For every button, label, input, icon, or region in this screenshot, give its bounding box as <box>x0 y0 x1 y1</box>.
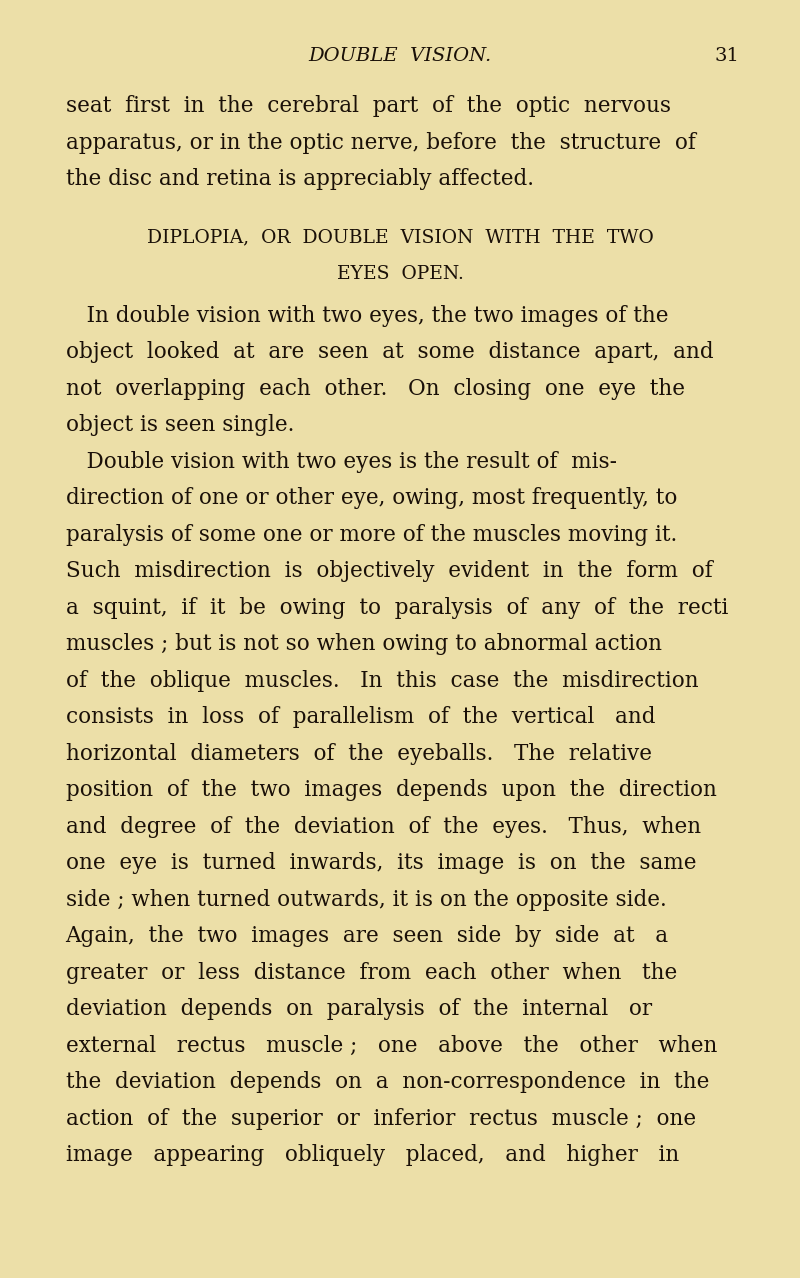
Text: external   rectus   muscle ;   one   above   the   other   when: external rectus muscle ; one above the o… <box>66 1035 717 1057</box>
Text: object  looked  at  are  seen  at  some  distance  apart,  and: object looked at are seen at some distan… <box>66 341 714 363</box>
Text: seat  first  in  the  cerebral  part  of  the  optic  nervous: seat first in the cerebral part of the o… <box>66 95 670 118</box>
Text: consists  in  loss  of  parallelism  of  the  vertical   and: consists in loss of parallelism of the v… <box>66 707 655 728</box>
Text: the disc and retina is appreciably affected.: the disc and retina is appreciably affec… <box>66 167 534 190</box>
Text: horizontal  diameters  of  the  eyeballs.   The  relative: horizontal diameters of the eyeballs. Th… <box>66 743 651 764</box>
Text: deviation  depends  on  paralysis  of  the  internal   or: deviation depends on paralysis of the in… <box>66 998 652 1020</box>
Text: DIPLOPIA,  OR  DOUBLE  VISION  WITH  THE  TWO: DIPLOPIA, OR DOUBLE VISION WITH THE TWO <box>146 229 654 247</box>
Text: direction of one or other eye, owing, most frequently, to: direction of one or other eye, owing, mo… <box>66 487 677 510</box>
Text: and  degree  of  the  deviation  of  the  eyes.   Thus,  when: and degree of the deviation of the eyes.… <box>66 815 701 838</box>
Text: image   appearing   obliquely   placed,   and   higher   in: image appearing obliquely placed, and hi… <box>66 1144 679 1167</box>
Text: one  eye  is  turned  inwards,  its  image  is  on  the  same: one eye is turned inwards, its image is … <box>66 852 696 874</box>
Text: not  overlapping  each  other.   On  closing  one  eye  the: not overlapping each other. On closing o… <box>66 378 685 400</box>
Text: DOUBLE  VISION.: DOUBLE VISION. <box>308 47 492 65</box>
Text: action  of  the  superior  or  inferior  rectus  muscle ;  one: action of the superior or inferior rectu… <box>66 1108 696 1130</box>
Text: the  deviation  depends  on  a  non-correspondence  in  the: the deviation depends on a non-correspon… <box>66 1071 709 1094</box>
Text: paralysis of some one or more of the muscles moving it.: paralysis of some one or more of the mus… <box>66 524 677 546</box>
Text: position  of  the  two  images  depends  upon  the  direction: position of the two images depends upon … <box>66 780 717 801</box>
Text: Such  misdirection  is  objectively  evident  in  the  form  of: Such misdirection is objectively evident… <box>66 560 712 583</box>
Text: greater  or  less  distance  from  each  other  when   the: greater or less distance from each other… <box>66 962 677 984</box>
Text: of  the  oblique  muscles.   In  this  case  the  misdirection: of the oblique muscles. In this case the… <box>66 670 698 691</box>
Text: 31: 31 <box>714 47 739 65</box>
Text: In double vision with two eyes, the two images of the: In double vision with two eyes, the two … <box>66 305 668 327</box>
Text: EYES  OPEN.: EYES OPEN. <box>337 265 463 282</box>
Text: side ; when turned outwards, it is on the opposite side.: side ; when turned outwards, it is on th… <box>66 889 666 911</box>
Text: apparatus, or in the optic nerve, before  the  structure  of: apparatus, or in the optic nerve, before… <box>66 132 695 153</box>
Text: Again,  the  two  images  are  seen  side  by  side  at   a: Again, the two images are seen side by s… <box>66 925 669 947</box>
Text: muscles ; but is not so when owing to abnormal action: muscles ; but is not so when owing to ab… <box>66 634 662 656</box>
Text: object is seen single.: object is seen single. <box>66 414 294 436</box>
Text: a  squint,  if  it  be  owing  to  paralysis  of  any  of  the  recti: a squint, if it be owing to paralysis of… <box>66 597 728 619</box>
Text: Double vision with two eyes is the result of  mis-: Double vision with two eyes is the resul… <box>66 451 617 473</box>
